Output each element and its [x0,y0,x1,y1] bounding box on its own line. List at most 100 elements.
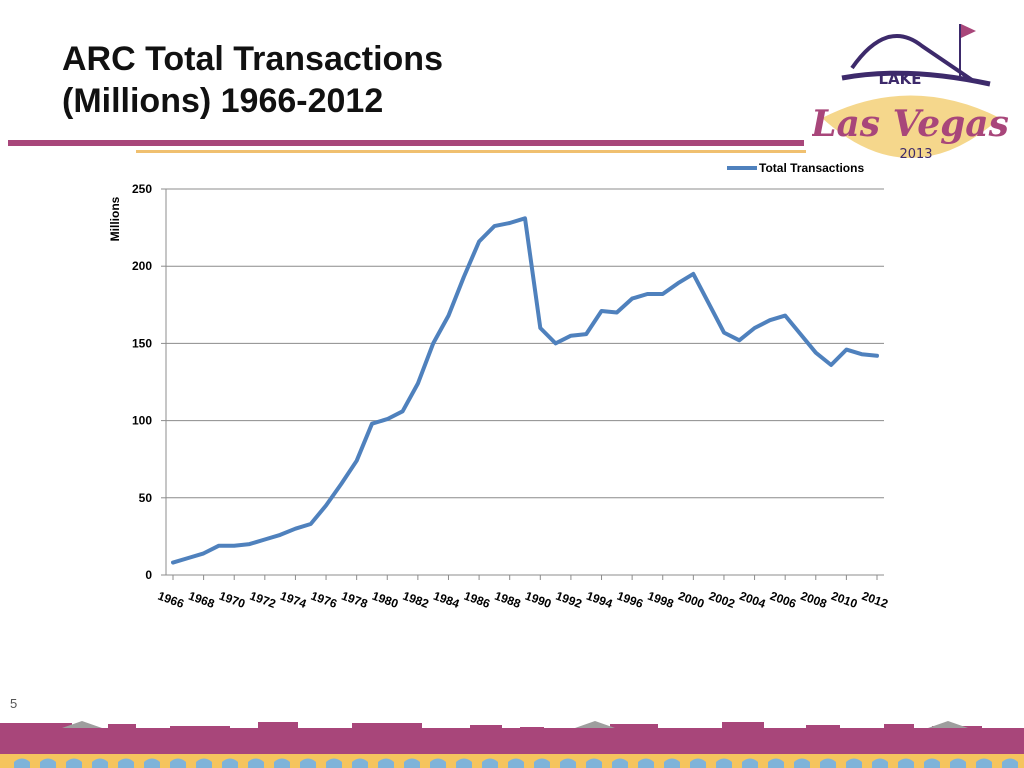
data-point [187,557,189,559]
footer-tower [520,727,544,735]
x-tick-label: 1986 [462,589,492,611]
footer-arch [846,758,862,768]
footer-roof [62,721,102,728]
title-divider [8,140,804,146]
data-point [249,543,251,545]
footer-arch [950,758,966,768]
footer-arch [222,758,238,768]
data-point [432,342,434,344]
data-point [570,335,572,337]
x-tick-label: 1988 [493,589,523,611]
data-point [616,312,618,314]
x-tick-label: 1998 [646,589,676,611]
footer-arch [872,758,888,768]
series-line-total-transactions [171,216,879,565]
data-point [646,293,648,295]
data-point [218,545,220,547]
x-tick-label: 1984 [431,589,461,611]
data-point [172,562,174,564]
data-point [524,217,526,219]
y-tick-label: 250 [132,182,152,196]
footer-arch [144,758,160,768]
x-tick-label: 1974 [278,589,308,611]
data-point [601,310,603,312]
footer-arch [976,758,992,768]
footer-arch [768,758,784,768]
data-point [509,222,511,224]
footer-arch [586,758,602,768]
data-point [708,302,710,304]
data-point [662,293,664,295]
x-tick-label: 1968 [187,589,217,611]
data-point [356,460,358,462]
data-point [493,225,495,227]
data-point [677,282,679,284]
data-point [463,276,465,278]
x-tick-label: 1994 [584,589,614,611]
data-point [876,355,878,357]
data-point [402,410,404,412]
data-point [203,552,205,554]
y-axis-tick-labels: 0 50 100 150 200 250 [132,182,152,582]
data-point [310,523,312,525]
footer-arch [92,758,108,768]
footer-roof [575,721,615,728]
footer-tower [806,725,840,733]
data-point [585,333,587,335]
legend-label: Total Transactions [759,161,864,175]
data-point [555,342,557,344]
data-point [233,545,235,547]
x-tick-label: 1982 [401,589,431,611]
footer-arch [664,758,680,768]
x-tick-label: 1990 [523,589,553,611]
data-point [738,339,740,341]
line-chart: 0 50 100 150 200 250 1966 1968 1970 1972 1974 1976… [108,161,890,611]
footer-arch [456,758,472,768]
y-tick-label: 200 [132,259,152,273]
data-point [325,505,327,507]
flag-icon [959,24,976,76]
data-point [799,333,801,335]
y-tick-label: 0 [145,568,152,582]
footer-arch [274,758,290,768]
x-tick-label: 2006 [768,589,798,611]
data-point [815,352,817,354]
x-tick-label: 1972 [248,589,278,611]
footer-arch [300,758,316,768]
data-point [845,349,847,351]
footer-arch [794,758,810,768]
x-tick-label: 2000 [676,589,706,611]
data-point [861,353,863,355]
footer-arch [326,758,342,768]
data-point [447,315,449,317]
footer-arch [40,758,56,768]
data-point [539,327,541,329]
footer-skyline-banner [0,721,1024,768]
data-point [294,528,296,530]
footer-arch [482,758,498,768]
footer-tower [108,724,136,732]
footer-arch [352,758,368,768]
footer-arch [430,758,446,768]
x-tick-label: 2008 [799,589,829,611]
footer-tower [470,725,502,733]
chart-gridlines [161,188,884,576]
footer-arch [742,758,758,768]
y-axis-label: Millions [108,196,122,241]
data-point [279,534,281,536]
footer-arch [820,758,836,768]
y-tick-label: 100 [132,414,152,428]
chart-series [171,216,879,565]
footer-arch [196,758,212,768]
x-tick-label: 2012 [860,589,890,611]
x-axis-tick-labels: 1966 1968 1970 1972 1974 1976 1978 1980 1982 1984… [156,575,890,611]
title-line-1: ARC Total Transactions [62,40,443,78]
footer-tower [610,724,658,732]
slide-title: ARC Total Transactions (Millions) 1966-2… [62,38,443,122]
footer-tower [884,724,914,732]
x-tick-label: 1966 [156,589,186,611]
footer-tower [722,722,764,730]
footer-arch [924,758,940,768]
logo-badge-shape [822,95,1000,158]
data-point [417,383,419,385]
